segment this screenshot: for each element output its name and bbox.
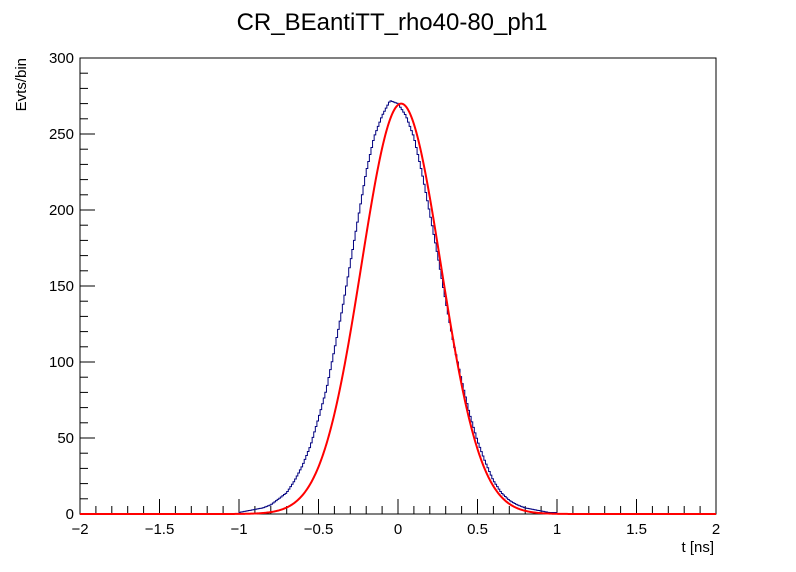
y-tick-label: 50 bbox=[57, 430, 74, 447]
x-axis-label: t [ns] bbox=[681, 539, 714, 556]
chart-title: CR_BEantiTT_rho40-80_ph1 bbox=[237, 9, 548, 36]
y-tick-label: 0 bbox=[66, 506, 74, 523]
y-tick-label: 250 bbox=[49, 126, 74, 143]
y-axis-label: Evts/bin bbox=[13, 58, 30, 111]
x-tick-label: 0.5 bbox=[467, 521, 488, 538]
histogram-series bbox=[80, 100, 716, 515]
y-tick-label: 100 bbox=[49, 354, 74, 371]
x-tick-label: −1 bbox=[230, 521, 247, 538]
x-tick-label: 1 bbox=[553, 521, 561, 538]
y-axis: 0 50 100 150 200 250 300 bbox=[49, 50, 95, 523]
x-tick-label: −0.5 bbox=[304, 521, 334, 538]
plot-frame bbox=[79, 57, 717, 515]
x-axis: −2 −1.5 −1 −0.5 0 0.5 1 1.5 2 bbox=[71, 499, 720, 538]
y-tick-label: 300 bbox=[49, 50, 74, 67]
x-tick-label: 1.5 bbox=[626, 521, 647, 538]
x-tick-label: 2 bbox=[712, 521, 720, 538]
y-tick-label: 200 bbox=[49, 202, 74, 219]
x-tick-label: −1.5 bbox=[145, 521, 175, 538]
y-tick-label: 150 bbox=[49, 278, 74, 295]
x-tick-label: 0 bbox=[394, 521, 402, 538]
gaussian-fit-curve bbox=[80, 102, 716, 515]
x-tick-label: −2 bbox=[71, 521, 88, 538]
